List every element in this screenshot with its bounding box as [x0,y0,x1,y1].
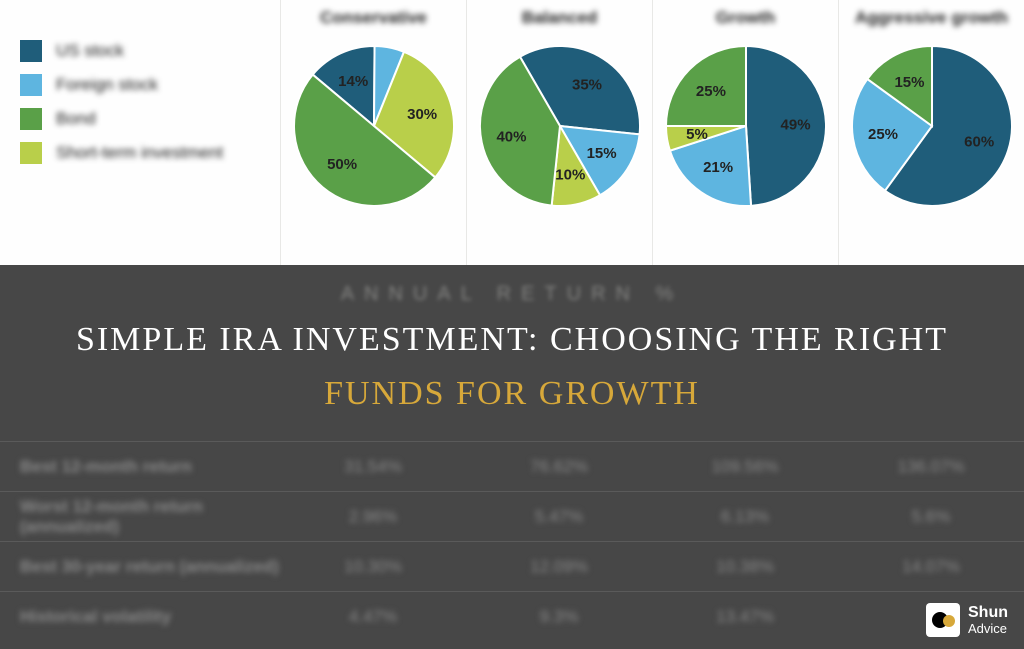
legend-label: Short-term investment [56,143,223,163]
pie-column: Conservative 14% 30% 50% [280,0,466,265]
pie-column-header: Aggressive growth [839,0,1024,34]
brand-sub: Advice [968,622,1008,636]
legend-item: Bond [20,108,250,130]
chart-area: US stock Foreign stock Bond Short-term inve… [0,0,1024,265]
pie-column: Balanced 35% 15%10% 40% [466,0,652,265]
headline-line-1: SIMPLE IRA INVESTMENT: CHOOSING THE RIGH… [0,313,1024,367]
pie-slice-label: 14% [338,73,368,90]
legend-label: Bond [56,109,96,129]
pie-slice-label: 10% [555,167,585,184]
pie-slice-label: 15% [586,145,616,162]
legend: US stock Foreign stock Bond Short-term inve… [20,40,250,176]
table-row-label: Worst 12-month return (annualized) [0,497,280,537]
table-cell: 13.47% [652,607,838,627]
pie-slice-label: 35% [571,76,601,93]
legend-swatch [20,142,42,164]
table-row: Best 12-month return31.54%76.62%109.56%1… [0,441,1024,491]
pie-slice-label: 49% [780,116,810,133]
table-cell: 6.13% [652,507,838,527]
table-row: Worst 12-month return (annualized)2.96%5… [0,491,1024,541]
overlay: ANNUAL RETURN % SIMPLE IRA INVESTMENT: C… [0,265,1024,649]
table-row-label: Best 12-month return [0,457,280,477]
brand-name: Shun [968,605,1008,622]
table-cell: 31.54% [280,457,466,477]
headline-line-2: FUNDS FOR GROWTH [0,367,1024,421]
table-row: Best 30-year return (annualized)10.30%12… [0,541,1024,591]
headline: SIMPLE IRA INVESTMENT: CHOOSING THE RIGH… [0,313,1024,422]
table-cell: 5.47% [466,507,652,527]
pie-chart: 60% 25% 15% [848,42,1016,210]
returns-table: Best 12-month return31.54%76.62%109.56%1… [0,441,1024,641]
legend-swatch [20,74,42,96]
table-cell: 76.62% [466,457,652,477]
pie-slice-label: 30% [407,106,437,123]
section-label: ANNUAL RETURN % [0,283,1024,306]
legend-label: Foreign stock [56,75,158,95]
table-cell: 9.3% [466,607,652,627]
pie-column-header: Balanced [467,0,652,34]
table-row: Historical volatility4.47%9.3%13.47% [0,591,1024,641]
legend-swatch [20,40,42,62]
legend-item: Short-term investment [20,142,250,164]
table-cell: 2.96% [280,507,466,527]
pie-chart: 49% 21% 5% 25% [662,42,830,210]
pie-chart: 35% 15%10% 40% [476,42,644,210]
table-row-label: Best 30-year return (annualized) [0,557,280,577]
pie-column-header: Growth [653,0,838,34]
pie-slice-label: 60% [964,133,994,150]
pie-column: Growth 49% 21% 5% 25% [652,0,838,265]
brand-logo: Shun Advice [926,603,1008,637]
legend-swatch [20,108,42,130]
pie-slice-label: 5% [686,126,708,143]
pie-slice-label: 40% [496,128,526,145]
table-cell: 5.6% [838,507,1024,527]
pie-slice-label: 21% [703,159,733,176]
pie-slice-label: 25% [695,83,725,100]
table-cell: 4.47% [280,607,466,627]
pie-slice-label: 15% [894,74,924,91]
legend-item: Foreign stock [20,74,250,96]
table-cell: 12.09% [466,557,652,577]
table-cell: 109.56% [652,457,838,477]
table-cell: 10.30% [280,557,466,577]
pie-slice-label: 50% [327,156,357,173]
pie-slice-label: 25% [867,126,897,143]
table-cell: 10.38% [652,557,838,577]
pie-chart: 14% 30% 50% [290,42,458,210]
pie-column-header: Conservative [281,0,466,34]
legend-label: US stock [56,41,124,61]
pie-column: Aggressive growth 60% 25% 15% [838,0,1024,265]
legend-item: US stock [20,40,250,62]
table-row-label: Historical volatility [0,607,280,627]
table-cell: 136.07% [838,457,1024,477]
table-cell: 14.07% [838,557,1024,577]
brand-logo-icon [926,603,960,637]
canvas: US stock Foreign stock Bond Short-term inve… [0,0,1024,649]
